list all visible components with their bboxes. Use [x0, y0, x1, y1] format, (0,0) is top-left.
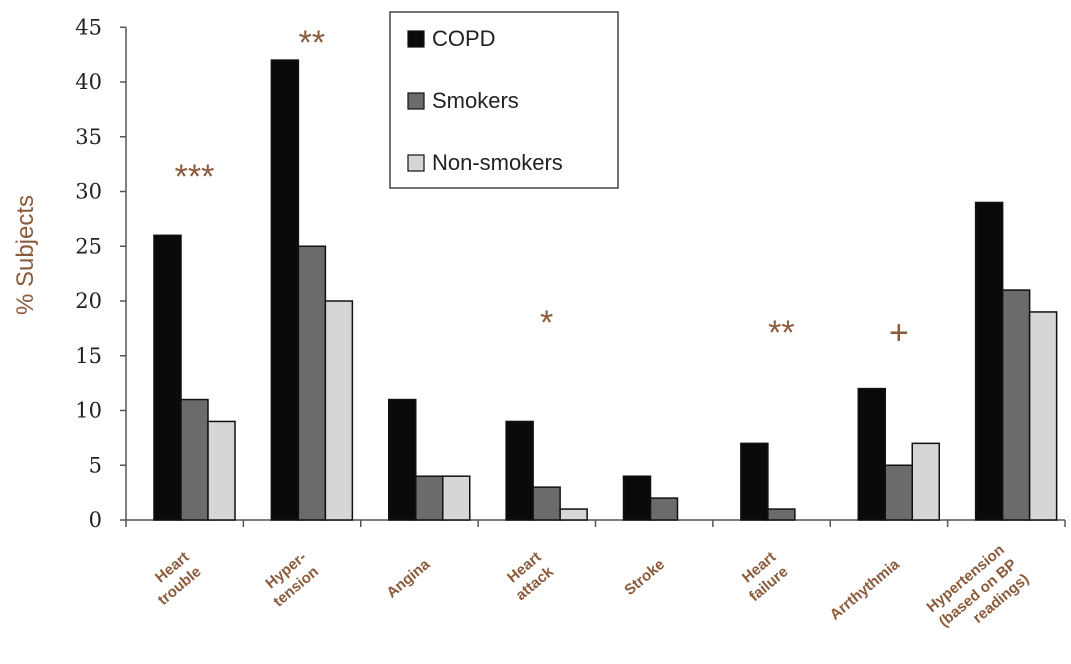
legend-label: COPD	[432, 26, 496, 51]
bar-smokers-6	[884, 464, 913, 521]
category-label-line: Angina	[383, 555, 433, 601]
category-label-line: Stroke	[621, 556, 668, 599]
y-tick-label: 30	[75, 180, 102, 204]
significance-markers: ****** ** +	[175, 24, 909, 352]
bar-copd-4	[622, 475, 652, 521]
bar-non-smokers-3	[559, 508, 588, 521]
bar-smokers-7	[1001, 289, 1031, 521]
bar-smokers-5	[767, 508, 796, 521]
legend-label: Non-smokers	[432, 150, 563, 175]
bar-copd-5	[740, 442, 769, 521]
legend-label: Smokers	[432, 88, 519, 113]
bar-copd-7	[974, 201, 1004, 521]
significance-marker: **	[299, 24, 325, 62]
y-tick-label: 15	[75, 344, 102, 368]
bar-non-smokers-7	[1028, 311, 1058, 521]
bar-non-smokers-2	[442, 475, 471, 521]
bar-non-smokers-1	[324, 300, 354, 521]
legend-swatch	[407, 92, 425, 110]
y-tick-label: 25	[75, 234, 102, 258]
y-axis: 0 5 10 15 20 25 30 35 40 45	[75, 15, 127, 532]
y-tick-label: 10	[75, 399, 102, 423]
y-tick-label: 45	[75, 15, 102, 39]
y-tick-label: 40	[75, 70, 102, 94]
bar-copd-2	[388, 398, 417, 521]
bar-smokers-2	[415, 475, 444, 521]
y-tick-label: 35	[75, 125, 102, 149]
bar-copd-1	[270, 59, 300, 521]
significance-marker: +	[889, 314, 909, 352]
bar-smokers-4	[649, 497, 679, 521]
bar-copd-0	[153, 234, 182, 521]
y-tick-label: 20	[75, 289, 102, 313]
significance-marker: **	[768, 314, 794, 352]
category-label-line: Arrthythmia	[827, 555, 904, 623]
x-axis	[125, 519, 1066, 527]
bar-smokers-1	[297, 245, 327, 521]
y-axis-label: % Subjects	[12, 195, 39, 315]
bar-smokers-3	[532, 486, 561, 521]
legend-swatch	[407, 154, 425, 172]
y-tick-label: 5	[89, 453, 102, 477]
category-label: Stroke	[621, 556, 668, 599]
significance-marker: *	[540, 304, 553, 342]
bar-non-smokers-6	[911, 442, 940, 521]
bar-copd-6	[857, 387, 886, 521]
bars	[153, 59, 1058, 521]
category-label: Arrthythmia	[827, 555, 904, 623]
legend-swatch	[407, 30, 425, 48]
legend-box	[389, 11, 619, 189]
bar-copd-3	[505, 420, 534, 521]
legend: COPD Smokers Non-smokers	[389, 11, 619, 189]
category-label: Hyper-tension	[262, 549, 322, 611]
category-label: Angina	[383, 555, 433, 601]
significance-marker: ***	[175, 158, 215, 196]
bar-smokers-0	[180, 398, 209, 521]
bar-non-smokers-0	[207, 420, 236, 521]
y-tick-label: 0	[89, 508, 102, 532]
